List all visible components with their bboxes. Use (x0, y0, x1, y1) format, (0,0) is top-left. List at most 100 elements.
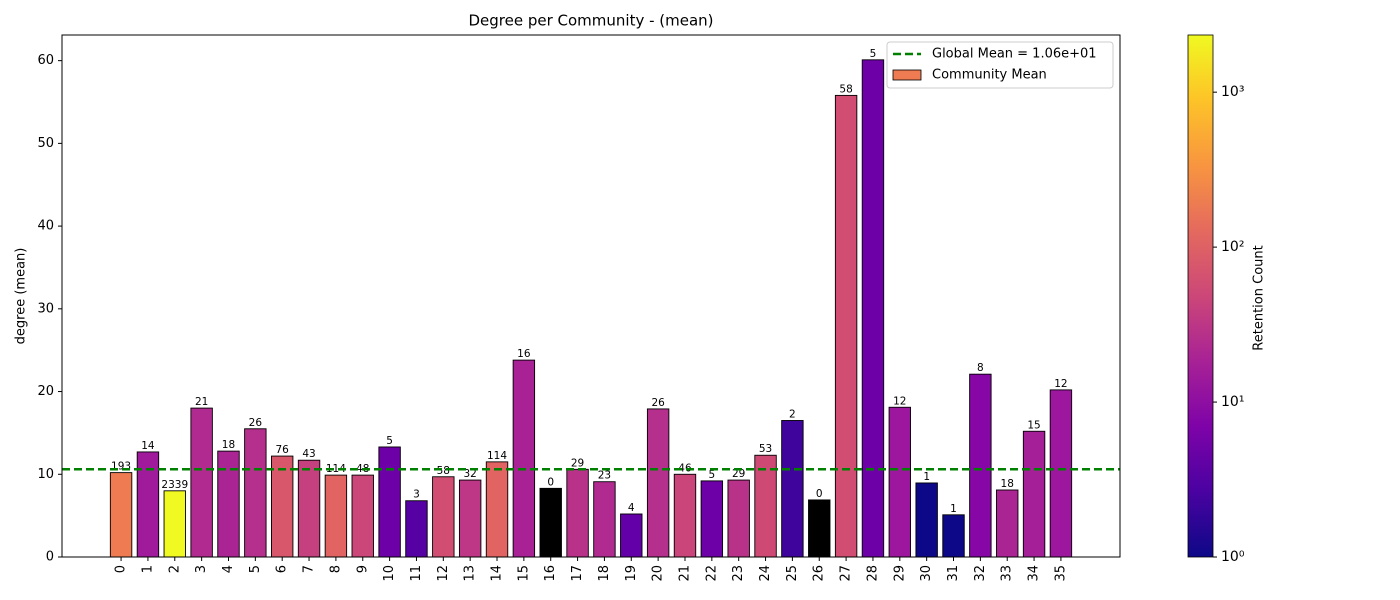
x-tick-label: 22 (704, 565, 719, 582)
count-label: 16 (517, 348, 531, 360)
x-tick-label: 3 (194, 565, 209, 573)
bar (244, 428, 267, 558)
bar (163, 490, 186, 558)
colorbar-tick-label: 10⁰ (1221, 549, 1245, 565)
count-label: 3 (413, 489, 420, 501)
count-label: 58 (437, 465, 450, 477)
plot-frame (61, 34, 1121, 558)
bar (351, 474, 374, 558)
bar (136, 451, 160, 558)
count-label: 12 (893, 395, 906, 407)
x-tick-label: 34 (1027, 565, 1042, 582)
bar (700, 480, 724, 558)
x-tick-label: 26 (812, 565, 827, 582)
bar (297, 459, 321, 558)
legend-label: Global Mean = 1.06e+01 (932, 47, 1097, 62)
colorbar (1187, 34, 1214, 558)
count-label: 21 (195, 396, 208, 408)
colorbar-tick-label: 10¹ (1221, 394, 1244, 410)
x-tick-label: 30 (919, 565, 934, 582)
x-tick-label: 32 (973, 565, 988, 582)
x-tick-label: 29 (892, 565, 907, 582)
count-label: 76 (276, 444, 290, 456)
count-label: 53 (759, 443, 772, 455)
count-label: 29 (571, 457, 584, 469)
y-tick-label: 30 (37, 301, 54, 316)
count-label: 26 (249, 417, 263, 429)
count-label: 29 (732, 468, 745, 480)
x-tick-label: 17 (570, 565, 585, 582)
x-tick-label: 27 (839, 565, 854, 582)
bar (969, 373, 992, 558)
bar (324, 474, 348, 558)
bar (378, 446, 401, 558)
colorbar-label: Retention Count (1252, 245, 1267, 350)
x-tick-label: 28 (865, 565, 880, 582)
bar (915, 482, 938, 558)
count-label: 2 (789, 409, 796, 421)
x-tick-label: 20 (651, 565, 666, 582)
y-tick-label: 50 (37, 136, 54, 151)
count-label: 114 (326, 463, 346, 475)
bar (405, 500, 428, 558)
count-label: 5 (708, 469, 715, 481)
bar (512, 359, 536, 558)
count-label: 32 (463, 468, 476, 480)
count-label: 114 (487, 450, 507, 462)
count-label: 12 (1054, 378, 1067, 390)
bar (620, 513, 643, 558)
bar (646, 408, 670, 558)
x-tick-label: 7 (302, 565, 317, 573)
count-label: 4 (628, 502, 635, 514)
count-label: 5 (870, 48, 877, 60)
count-label: 193 (111, 461, 131, 473)
x-tick-label: 10 (382, 565, 397, 582)
x-tick-label: 1 (140, 565, 155, 573)
bar (834, 94, 858, 558)
x-tick-label: 24 (758, 565, 773, 582)
x-tick-label: 12 (436, 565, 451, 582)
x-tick-label: 19 (624, 565, 639, 582)
bar (566, 468, 589, 558)
bar (1049, 389, 1073, 558)
count-label: 23 (598, 470, 611, 482)
colorbar-tick-label: 10² (1221, 239, 1244, 255)
count-label: 2339 (161, 479, 188, 491)
bar (217, 450, 240, 558)
bar (888, 406, 911, 558)
x-tick-label: 2 (167, 565, 182, 573)
legend-label: Community Mean (932, 68, 1047, 83)
bar (781, 420, 804, 558)
x-tick-label: 35 (1053, 565, 1068, 582)
bar (109, 472, 133, 558)
y-tick-label: 40 (37, 219, 54, 234)
count-label: 26 (651, 397, 665, 409)
count-label: 46 (678, 462, 692, 474)
x-tick-label: 13 (463, 565, 478, 582)
x-tick-label: 8 (328, 565, 343, 573)
x-tick-label: 31 (946, 565, 961, 582)
x-tick-label: 6 (275, 565, 290, 573)
x-tick-label: 14 (490, 565, 505, 582)
y-tick-label: 60 (37, 53, 54, 68)
bar (996, 489, 1019, 558)
y-tick-label: 20 (37, 384, 54, 399)
bar (593, 481, 616, 558)
y-tick-label: 0 (46, 550, 54, 565)
bar (485, 461, 509, 558)
bar (458, 479, 482, 558)
count-label: 43 (302, 448, 315, 460)
count-label: 58 (839, 83, 852, 95)
bar (808, 499, 831, 558)
bar (539, 487, 562, 558)
legend-patch (892, 69, 922, 81)
bar (861, 59, 885, 558)
chart-title: Degree per Community - (mean) (468, 12, 713, 30)
bar (727, 479, 750, 558)
x-tick-label: 11 (409, 565, 424, 582)
x-tick-label: 18 (597, 565, 612, 582)
x-tick-label: 23 (731, 565, 746, 582)
bar (432, 476, 455, 558)
colorbar-tick-label: 10³ (1221, 84, 1244, 100)
